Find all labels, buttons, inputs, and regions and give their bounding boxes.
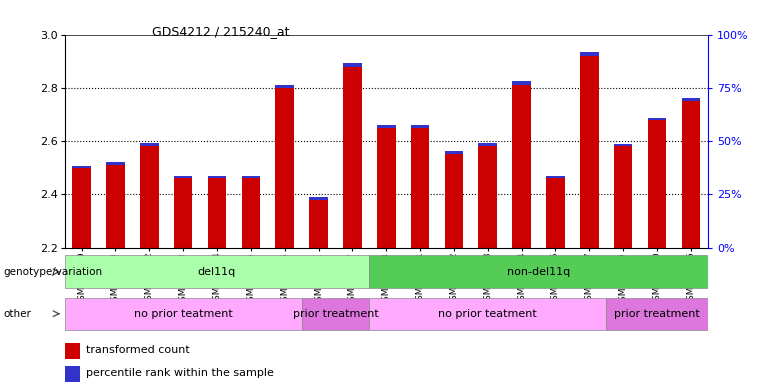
Bar xyxy=(614,146,632,248)
Bar xyxy=(65,255,369,288)
Bar xyxy=(377,124,396,128)
Text: prior treatment: prior treatment xyxy=(614,309,700,319)
Bar xyxy=(512,85,531,248)
Bar xyxy=(512,81,531,85)
Bar xyxy=(546,179,565,248)
Bar xyxy=(140,143,158,146)
Bar xyxy=(479,143,497,146)
Bar xyxy=(580,56,599,248)
Text: genotype/variation: genotype/variation xyxy=(4,267,103,277)
Bar xyxy=(106,165,125,248)
Bar xyxy=(174,176,193,179)
Bar xyxy=(648,120,667,248)
Bar xyxy=(444,154,463,248)
Bar xyxy=(106,162,125,165)
Bar xyxy=(377,128,396,248)
Bar xyxy=(369,298,607,330)
Text: non-del11q: non-del11q xyxy=(507,266,570,277)
Text: transformed count: transformed count xyxy=(86,345,189,355)
Bar xyxy=(369,255,708,288)
Bar xyxy=(241,176,260,179)
Bar xyxy=(309,200,328,248)
Bar xyxy=(444,151,463,154)
Text: percentile rank within the sample: percentile rank within the sample xyxy=(86,368,274,378)
Bar xyxy=(614,144,632,146)
Bar xyxy=(411,125,429,128)
Bar xyxy=(309,197,328,200)
Bar xyxy=(607,298,708,330)
Bar xyxy=(648,118,667,120)
Bar xyxy=(343,63,361,66)
Bar xyxy=(682,101,700,248)
Bar xyxy=(411,128,429,248)
Bar xyxy=(65,366,80,382)
Bar xyxy=(241,179,260,248)
Bar xyxy=(72,168,91,248)
Text: del11q: del11q xyxy=(198,266,236,277)
Bar xyxy=(343,66,361,248)
Bar xyxy=(65,298,301,330)
Bar xyxy=(208,176,226,179)
Bar xyxy=(140,146,158,248)
Bar xyxy=(682,98,700,101)
Bar xyxy=(479,146,497,248)
Bar xyxy=(546,176,565,179)
Bar xyxy=(208,179,226,248)
Bar xyxy=(275,84,294,88)
Bar xyxy=(174,179,193,248)
Bar xyxy=(301,298,369,330)
Text: prior treatment: prior treatment xyxy=(292,309,378,319)
Text: no prior teatment: no prior teatment xyxy=(438,309,537,319)
Bar xyxy=(580,52,599,56)
Bar xyxy=(65,343,80,359)
Text: other: other xyxy=(4,309,32,319)
Bar xyxy=(72,166,91,168)
Text: no prior teatment: no prior teatment xyxy=(134,309,233,319)
Text: GDS4212 / 215240_at: GDS4212 / 215240_at xyxy=(152,25,290,38)
Bar xyxy=(275,88,294,248)
